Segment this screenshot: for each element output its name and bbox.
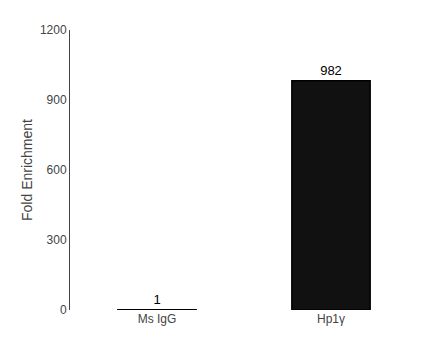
svg-text:1200: 1200 xyxy=(40,23,67,37)
svg-text:900: 900 xyxy=(47,93,67,107)
svg-text:Ms IgG: Ms IgG xyxy=(138,312,177,326)
svg-text:600: 600 xyxy=(47,163,67,177)
svg-text:Hp1γ: Hp1γ xyxy=(317,312,345,326)
svg-text:Fold Enrichment: Fold Enrichment xyxy=(19,119,35,221)
svg-text:300: 300 xyxy=(47,233,67,247)
svg-text:982: 982 xyxy=(320,63,342,78)
svg-text:1: 1 xyxy=(153,292,160,307)
svg-text:0: 0 xyxy=(60,303,67,317)
